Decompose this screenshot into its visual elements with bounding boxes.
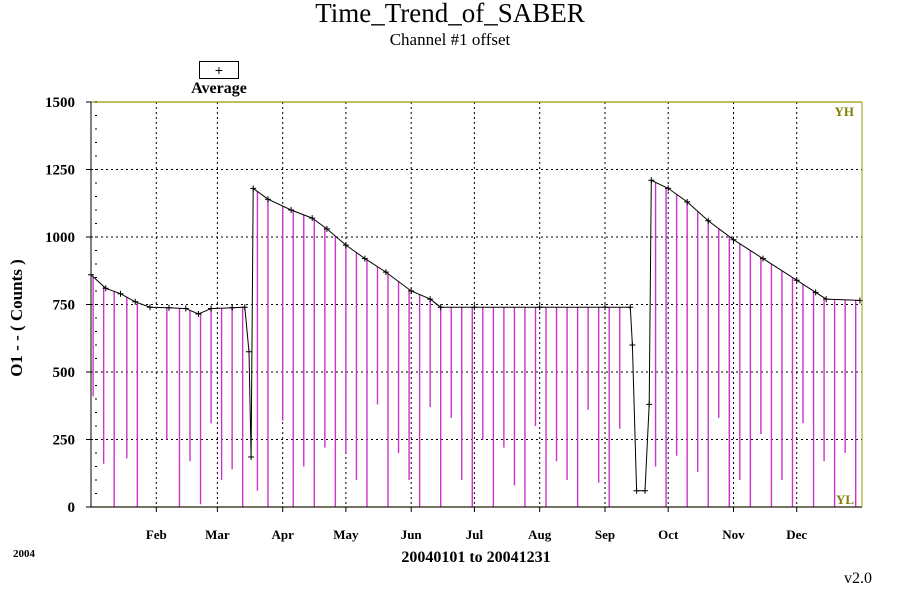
- chart-title: Time_Trend_of_SABER: [315, 0, 585, 28]
- average-marker: [342, 242, 349, 249]
- average-marker: [427, 296, 434, 303]
- average-marker: [627, 304, 634, 311]
- average-marker: [361, 255, 368, 262]
- average-marker: [437, 304, 444, 311]
- average-marker: [629, 342, 636, 348]
- average-line: [90, 179, 860, 492]
- y-tick-label: 500: [53, 365, 76, 381]
- average-marker: [309, 215, 316, 222]
- average-marker: [665, 185, 672, 192]
- x-tick-label: Dec: [786, 527, 807, 542]
- average-marker: [264, 196, 271, 203]
- grid-lines: [91, 102, 862, 507]
- average-marker: [195, 310, 202, 317]
- average-marker: [823, 296, 830, 303]
- average-marker: [705, 217, 712, 224]
- average-marker: [208, 305, 215, 312]
- year-label: 2004: [13, 548, 35, 560]
- y-tick-label: 1500: [45, 95, 75, 111]
- x-tick-label: Oct: [658, 527, 679, 542]
- y-tick-label: 1000: [45, 230, 75, 246]
- average-marker: [382, 269, 389, 276]
- average-marker: [471, 304, 478, 311]
- legend-symbol-box: +: [199, 61, 239, 79]
- average-marker: [684, 198, 691, 205]
- x-tick-label: Mar: [205, 527, 230, 542]
- x-tick-label: Jul: [466, 527, 484, 542]
- average-series: [88, 177, 863, 494]
- legend-label: Average: [191, 80, 247, 97]
- chart-subtitle: Channel #1 offset: [389, 30, 511, 49]
- version-label: v2.0: [844, 570, 872, 587]
- x-axis-label: 20040101 to 20041231: [401, 549, 551, 566]
- average-marker: [759, 255, 766, 262]
- average-marker: [646, 401, 653, 408]
- x-tick-label: Sep: [595, 527, 615, 542]
- average-marker: [812, 289, 819, 296]
- limit-high-label: YH: [835, 104, 855, 119]
- average-marker: [165, 304, 172, 311]
- average-marker: [602, 304, 608, 311]
- average-marker: [536, 304, 543, 311]
- y-tick-label: 1250: [45, 163, 75, 179]
- x-tick-label: Jun: [401, 527, 423, 542]
- average-marker: [182, 305, 189, 312]
- average-marker: [633, 487, 640, 494]
- average-marker: [241, 304, 248, 311]
- average-marker: [648, 177, 655, 184]
- average-marker: [146, 304, 153, 311]
- average-marker: [117, 290, 124, 297]
- average-marker: [248, 454, 255, 461]
- average-marker: [793, 277, 800, 284]
- x-tick-label: Feb: [146, 527, 167, 542]
- average-marker: [229, 304, 236, 311]
- x-tick-label: May: [333, 527, 359, 542]
- average-marker: [642, 487, 649, 494]
- average-marker: [323, 225, 330, 232]
- x-tick-label: Nov: [722, 527, 745, 542]
- minimum-series: [92, 182, 857, 507]
- average-marker: [408, 288, 415, 294]
- y-tick-label: 0: [68, 500, 76, 516]
- x-tick-label: Aug: [528, 527, 552, 542]
- average-marker: [132, 298, 139, 305]
- y-tick-label: 250: [53, 433, 76, 449]
- average-marker: [102, 285, 109, 292]
- y-tick-label: 750: [53, 298, 76, 314]
- average-marker: [250, 185, 257, 192]
- limit-low-label: YL: [836, 492, 854, 507]
- average-marker: [730, 236, 737, 243]
- x-tick-label: Apr: [272, 527, 295, 542]
- average-marker: [288, 207, 295, 213]
- average-marker: [245, 348, 252, 355]
